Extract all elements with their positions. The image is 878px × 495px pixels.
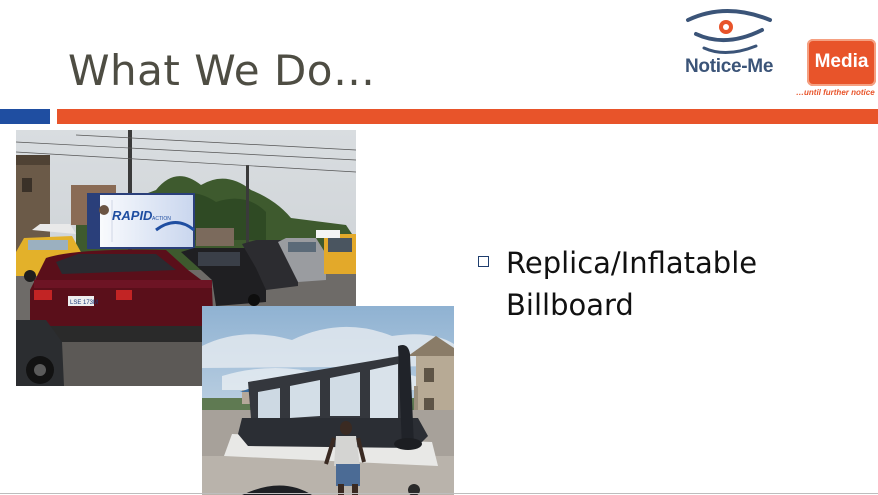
eye-icon xyxy=(686,9,772,54)
bullet-item-text: Replica/Inflatable Billboard xyxy=(506,246,758,322)
license-plate: LSE 173M xyxy=(70,300,98,306)
logo-tagline: …until further notice xyxy=(796,88,875,97)
accent-bar-blue xyxy=(0,109,50,124)
logo-media-label: Media xyxy=(814,51,869,72)
logo-name: Notice-Me xyxy=(685,56,774,77)
inflatable-billboard-photo xyxy=(202,306,454,495)
company-logo: Notice-Me Media …until further notice xyxy=(682,8,878,100)
accent-bar-orange xyxy=(57,109,878,124)
logo-media-box: Media xyxy=(807,39,876,86)
slide-title: What We Do… xyxy=(68,46,376,95)
slide-bottom-divider xyxy=(0,493,878,494)
billboard-brand-suffix: ACTION xyxy=(152,216,171,222)
hollow-square-icon xyxy=(478,256,489,267)
billboard-brand: RAPID xyxy=(112,208,153,223)
